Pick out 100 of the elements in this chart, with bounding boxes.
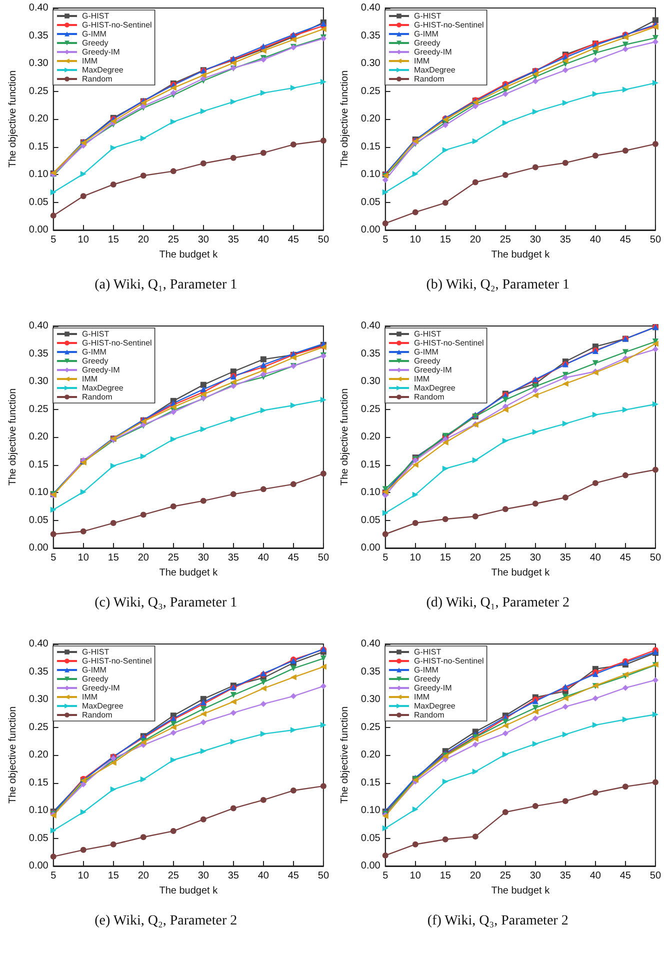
x-tick-label: 20 [470, 870, 482, 882]
y-tick-label: 0.35 [28, 348, 49, 360]
x-axis-title: The budget k [491, 250, 551, 260]
x-tick-label: 20 [138, 552, 150, 564]
y-tick-label: 0.05 [360, 832, 381, 844]
legend-label: Greedy-IM [414, 48, 452, 56]
x-tick-label: 40 [258, 552, 270, 564]
y-tick-label: 0.25 [28, 404, 49, 415]
legend-label: Greedy [414, 674, 440, 684]
legend-label: G-HIST-no-Sentinel [414, 338, 484, 348]
text: (a) Wiki, Q₁, Parameter 1 [94, 278, 238, 292]
legend-label: Greedy-IM [82, 684, 120, 692]
x-tick-label: 50 [318, 234, 330, 246]
x-axis-title: The budget k [159, 250, 219, 260]
y-tick-label: 0.15 [28, 459, 49, 470]
legend-label: G-HIST-no-Sentinel [82, 338, 152, 348]
x-tick-label: 30 [198, 870, 210, 882]
legend-label: MaxDegree [82, 702, 124, 710]
y-tick-label: 0.20 [360, 432, 381, 442]
x-tick-label: 20 [138, 870, 150, 882]
y-tick-label: 0.00 [28, 224, 49, 236]
y-tick-label: 0.10 [28, 805, 49, 816]
legend-label: G-HIST [82, 12, 110, 20]
y-tick-label: 0.35 [28, 30, 49, 42]
legend-label: G-IMM [414, 666, 439, 674]
x-tick-label: 25 [500, 234, 512, 246]
x-tick-label: 10 [410, 552, 422, 564]
y-axis-title: The objective function [340, 70, 350, 168]
y-tick-label: 0.40 [360, 638, 381, 650]
legend-label: Greedy-IM [414, 684, 452, 692]
legend-label: Greedy-IM [82, 366, 120, 374]
x-axis-title: The budget k [491, 886, 551, 896]
x-tick-label: 40 [590, 552, 602, 564]
y-tick-label: 0.40 [360, 320, 381, 332]
legend-label: Greedy [414, 38, 440, 48]
x-tick-label: 45 [620, 870, 632, 882]
y-tick-label: 0.40 [28, 638, 49, 650]
x-tick-label: 15 [440, 870, 452, 882]
legend-label: G-IMM [82, 30, 107, 38]
y-tick-label: 0.30 [360, 58, 381, 69]
x-tick-label: 45 [288, 870, 300, 882]
x-tick-label: 25 [168, 552, 180, 564]
y-tick-label: 0.25 [360, 86, 381, 97]
y-tick-label: 0.25 [360, 722, 381, 733]
y-tick-label: 0.15 [360, 141, 381, 152]
x-tick-label: 15 [440, 234, 452, 246]
y-tick-label: 0.05 [360, 196, 381, 208]
y-axis-title: The objective function [8, 706, 18, 804]
y-tick-label: 0.05 [28, 514, 49, 526]
y-tick-label: 0.10 [360, 169, 381, 180]
x-tick-label: 40 [590, 870, 602, 882]
legend-label: MaxDegree [82, 384, 124, 392]
x-tick-label: 10 [78, 234, 90, 246]
y-tick-label: 0.10 [360, 487, 381, 498]
y-tick-label: 0.20 [28, 114, 49, 124]
legend-label: MaxDegree [414, 66, 456, 74]
legend-label: Greedy [82, 38, 108, 48]
y-tick-label: 0.35 [360, 666, 381, 678]
x-tick-label: 30 [198, 552, 210, 564]
y-tick-label: 0.40 [28, 320, 49, 332]
x-tick-label: 5 [50, 870, 57, 882]
y-tick-label: 0.25 [360, 404, 381, 415]
y-tick-label: 0.20 [360, 114, 381, 124]
legend-label: G-HIST-no-Sentinel [414, 20, 484, 30]
legend-label: G-IMM [414, 348, 439, 356]
text: (d) Wiki, Q₁, Parameter 2 [426, 596, 570, 610]
y-tick-label: 0.15 [360, 777, 381, 788]
x-tick-label: 45 [288, 552, 300, 564]
x-tick-label: 10 [78, 870, 90, 882]
x-tick-label: 35 [560, 234, 572, 246]
legend-label: G-HIST-no-Sentinel [82, 656, 152, 666]
y-tick-label: 0.00 [360, 860, 381, 872]
y-axis-title: The objective function [340, 706, 350, 804]
legend-label: MaxDegree [414, 702, 456, 710]
legend-label: G-IMM [82, 666, 107, 674]
y-tick-label: 0.20 [360, 750, 381, 760]
x-tick-label: 25 [168, 870, 180, 882]
legend-label: G-HIST [414, 330, 442, 338]
x-tick-label: 25 [500, 552, 512, 564]
x-tick-label: 5 [50, 234, 57, 246]
x-tick-label: 50 [650, 870, 662, 882]
legend-label: IMM [414, 692, 430, 702]
x-tick-label: 5 [382, 870, 389, 882]
y-tick-label: 0.10 [28, 487, 49, 498]
legend-label: G-IMM [414, 30, 439, 38]
x-tick-label: 20 [470, 234, 482, 246]
x-tick-label: 15 [440, 552, 452, 564]
x-tick-label: 5 [382, 552, 389, 564]
y-axis-title: The objective function [8, 388, 18, 486]
legend-label: Greedy [82, 356, 108, 366]
x-tick-label: 45 [620, 234, 632, 246]
x-axis-title: The budget k [159, 886, 219, 896]
x-tick-label: 40 [590, 234, 602, 246]
y-tick-label: 0.00 [360, 224, 381, 236]
x-tick-label: 35 [228, 234, 240, 246]
x-tick-label: 10 [410, 234, 422, 246]
y-tick-label: 0.30 [28, 58, 49, 69]
legend-label: Greedy [414, 356, 440, 366]
x-tick-label: 35 [560, 870, 572, 882]
x-tick-label: 5 [50, 552, 57, 564]
